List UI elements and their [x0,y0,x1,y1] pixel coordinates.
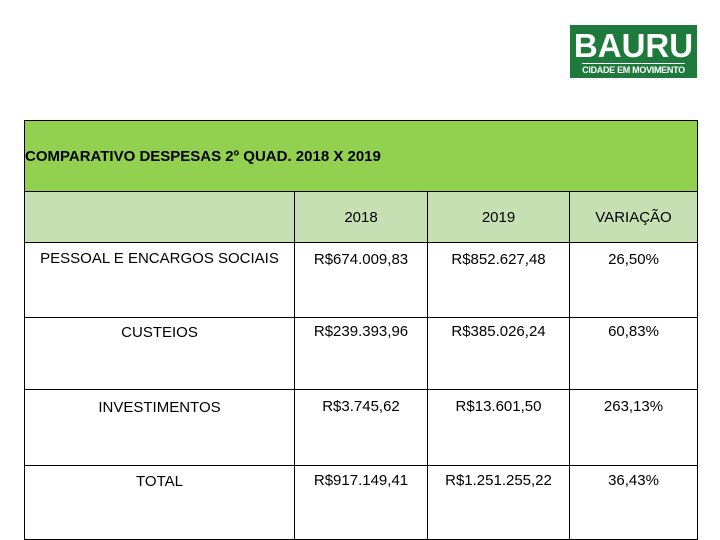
cell-2018: R$3.745,62 [294,389,428,466]
header-cell-2019: 2019 [427,191,570,243]
header-cell-2018: 2018 [294,191,428,243]
comparison-table: COMPARATIVO DESPESAS 2º QUAD. 2018 X 201… [24,120,698,540]
table-title: COMPARATIVO DESPESAS 2º QUAD. 2018 X 201… [24,120,698,192]
cell-2018: R$239.393,96 [294,317,428,390]
bauru-logo: BAURU CIDADE EM MOVIMENTO [570,25,697,78]
cell-2019: R$1.251.255,22 [427,465,570,540]
row-label: CUSTEIOS [24,317,295,390]
cell-variacao: 60,83% [569,317,698,390]
table-row: INVESTIMENTOS R$3.745,62 R$13.601,50 263… [24,389,698,466]
cell-2018: R$674.009,83 [294,242,428,318]
cell-variacao: 263,13% [569,389,698,466]
cell-2019: R$385.026,24 [427,317,570,390]
cell-2019: R$852.627,48 [427,242,570,318]
cell-2018: R$917.149,41 [294,465,428,540]
header-cell-empty [24,191,295,243]
header-cell-variacao: VARIAÇÃO [569,191,698,243]
table-row: TOTAL R$917.149,41 R$1.251.255,22 36,43% [24,465,698,540]
table-header-row: 2018 2019 VARIAÇÃO [24,191,698,243]
table-row: CUSTEIOS R$239.393,96 R$385.026,24 60,83… [24,317,698,390]
table-row: PESSOAL E ENCARGOS SOCIAIS R$674.009,83 … [24,242,698,318]
logo-tagline: CIDADE EM MOVIMENTO [582,62,685,75]
cell-2019: R$13.601,50 [427,389,570,466]
row-label: PESSOAL E ENCARGOS SOCIAIS [24,242,295,318]
row-label: INVESTIMENTOS [24,389,295,466]
row-label: TOTAL [24,465,295,540]
logo-word: BAURU [573,26,694,64]
cell-variacao: 36,43% [569,465,698,540]
cell-variacao: 26,50% [569,242,698,318]
table-title-row: COMPARATIVO DESPESAS 2º QUAD. 2018 X 201… [24,120,698,192]
